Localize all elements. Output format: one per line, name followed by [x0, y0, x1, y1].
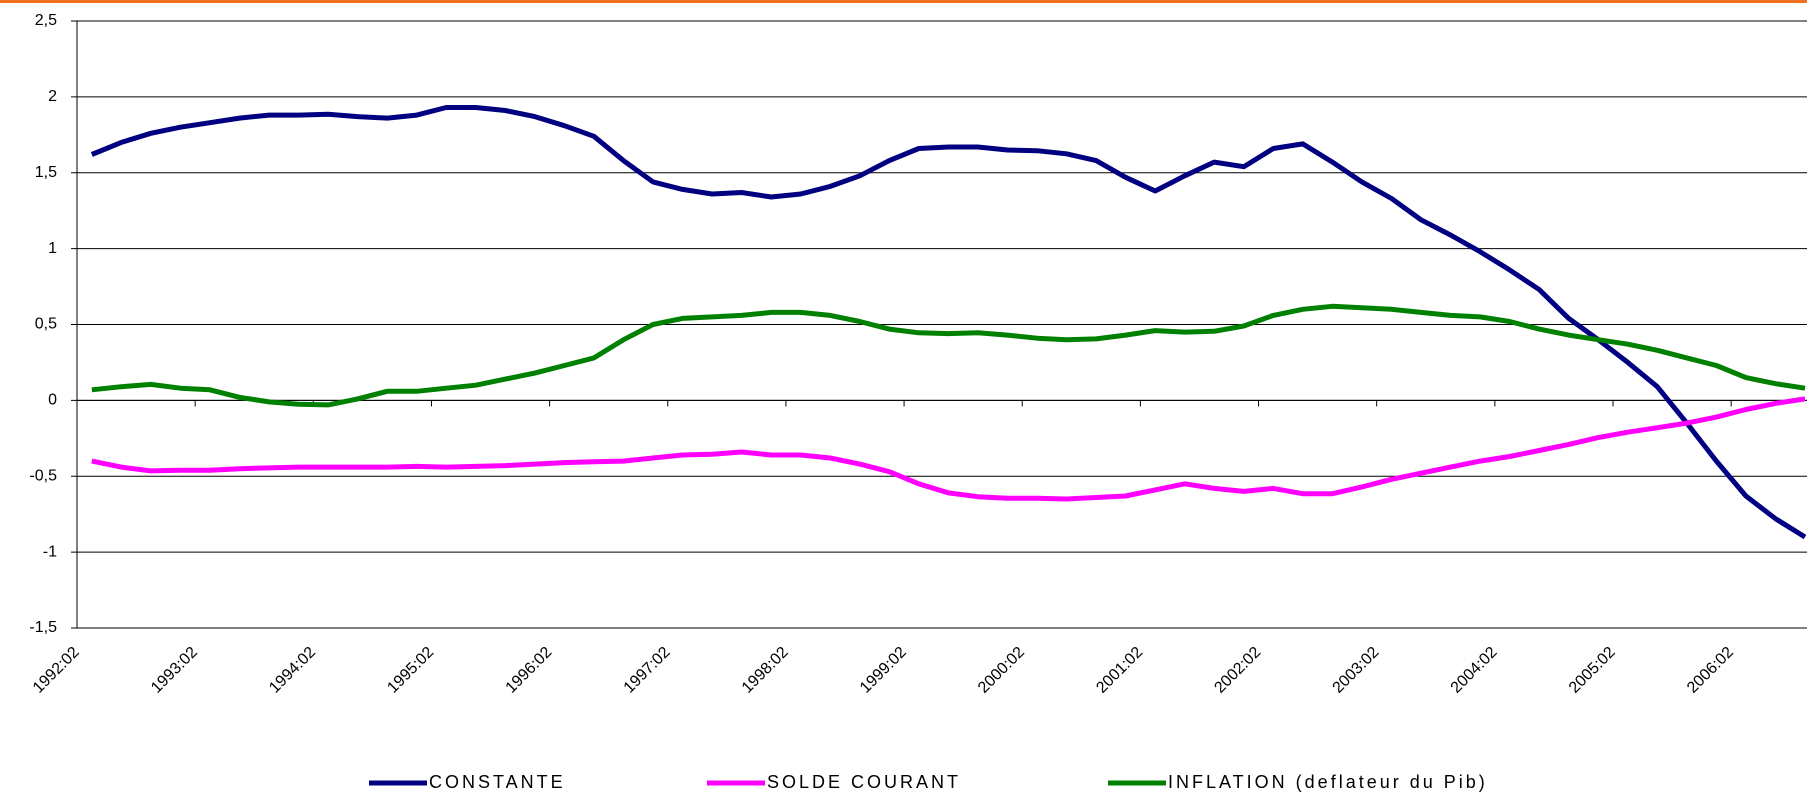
x-tick-label: 1994:02	[266, 644, 319, 697]
y-tick-label: 0	[48, 392, 57, 409]
series-line	[90, 105, 1807, 540]
legend-label: CONSTANTE	[429, 772, 566, 792]
y-tick-label: 1	[48, 240, 57, 257]
x-tick-label: 2002:02	[1211, 644, 1264, 697]
top-border	[0, 0, 1807, 3]
x-tick-label: 1996:02	[503, 644, 556, 697]
y-tick-label: 2	[48, 88, 57, 105]
x-tick-label: 1998:02	[739, 644, 792, 697]
y-tick-label: 2,5	[35, 12, 57, 29]
y-tick-label: -0,5	[29, 467, 57, 484]
series-line	[91, 303, 1806, 408]
x-tick-label: 2004:02	[1448, 644, 1501, 697]
x-tick-label: 2001:02	[1093, 644, 1146, 697]
legend-label: SOLDE COURANT	[767, 772, 961, 792]
x-tick-label: 1999:02	[857, 644, 910, 697]
series-line	[91, 396, 1806, 502]
x-tick-label: 1995:02	[384, 644, 437, 697]
legend-label: INFLATION (deflateur du Pib)	[1168, 772, 1488, 792]
x-tick-label: 2005:02	[1566, 644, 1619, 697]
x-tick-label: 1993:02	[148, 644, 201, 697]
x-tick-label: 2003:02	[1330, 644, 1383, 697]
x-tick-label: 2000:02	[975, 644, 1028, 697]
y-tick-label: 1,5	[35, 164, 57, 181]
y-tick-label: 0,5	[35, 316, 57, 333]
x-tick-label: 1992:02	[30, 644, 83, 697]
y-tick-label: -1	[43, 543, 57, 560]
x-tick-label: 1997:02	[621, 644, 674, 697]
y-tick-label: -1,5	[29, 619, 57, 636]
x-tick-label: 2006:02	[1684, 644, 1737, 697]
